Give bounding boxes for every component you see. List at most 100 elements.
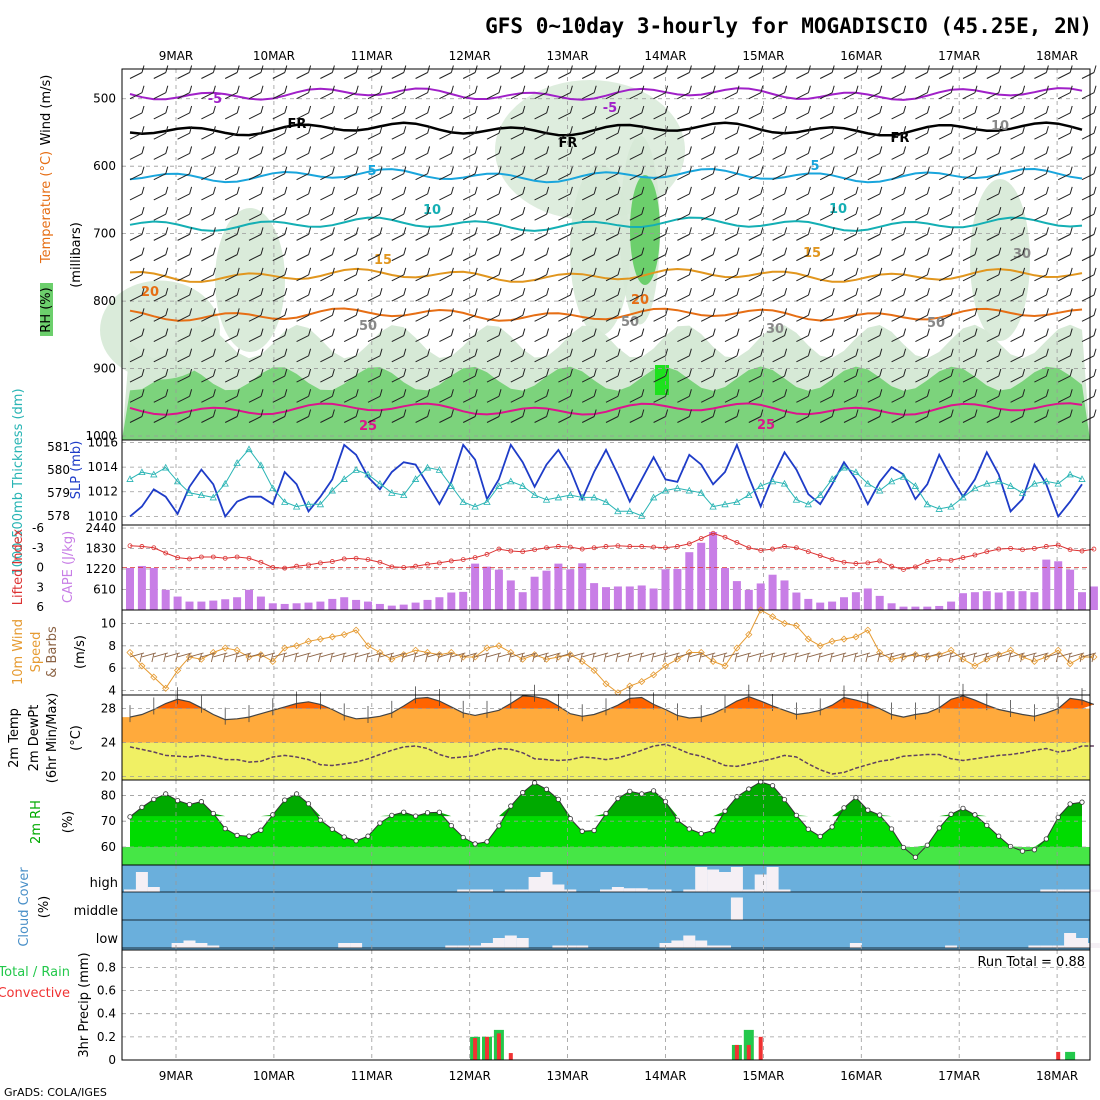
wind-barb-flag <box>1069 85 1073 93</box>
date-label-top: 14MAR <box>644 49 686 63</box>
wind-barb-flag <box>998 328 1002 336</box>
surface-barb-feather <box>270 653 274 663</box>
wind-barb-flag <box>831 348 835 356</box>
wind-barb <box>581 355 595 363</box>
wind-barb-flag <box>688 348 692 356</box>
cloud-bar-low <box>445 945 458 948</box>
wind-barb-flag <box>308 186 312 195</box>
wind-barb-flag <box>403 328 407 336</box>
wind-barb <box>558 173 571 181</box>
wind-barb <box>581 274 595 282</box>
li-point <box>258 559 264 565</box>
rh2-point <box>472 841 478 847</box>
wind-barb <box>296 193 309 201</box>
wind-barb <box>1081 193 1095 201</box>
wind-barb-flag <box>974 85 978 93</box>
wind-barb-flag <box>546 227 550 235</box>
wind-barb-flag <box>1093 166 1097 174</box>
slp-axis-label: SLP (mb) <box>69 441 84 500</box>
li-point <box>436 560 442 566</box>
wind-barb-flag <box>665 287 669 296</box>
wind-barb <box>653 152 666 160</box>
wind-barb <box>1057 416 1071 423</box>
contour-label: 30 <box>766 322 784 337</box>
wind-barb <box>962 213 976 221</box>
thickness-point <box>614 507 622 515</box>
wind-barb <box>201 152 214 160</box>
wind-barb <box>724 173 738 181</box>
wind-barb <box>581 314 595 322</box>
wind-barb <box>772 274 785 282</box>
wind-barb-flag <box>498 409 502 417</box>
wind-barb <box>772 416 785 423</box>
wind-barb <box>700 72 714 79</box>
wind-barb <box>843 72 857 79</box>
wind-barb <box>796 416 809 423</box>
wind-barb <box>320 375 333 383</box>
wind-barb <box>796 294 809 302</box>
date-label-top: 12MAR <box>449 49 491 63</box>
wind-barb-flag <box>331 247 335 255</box>
wind-barb-flag <box>355 126 359 134</box>
wind-barb <box>605 193 619 201</box>
wind-barb <box>462 92 476 100</box>
wind-barb <box>510 335 524 343</box>
cape-tick-label: 1830 <box>85 542 116 556</box>
rh2-point <box>650 788 657 794</box>
wind-barb <box>486 213 500 221</box>
wind-barb-flag <box>474 267 478 275</box>
wind-barb <box>462 213 476 221</box>
surface-barb-feather <box>984 653 988 663</box>
rh2-point <box>127 814 133 820</box>
wind-barb-flag <box>1045 166 1049 174</box>
wind-barb <box>677 314 690 322</box>
wind-speed-point <box>638 678 646 686</box>
wind-barb-flag <box>807 186 811 195</box>
wind-barb <box>819 416 833 423</box>
li-point <box>686 541 692 547</box>
cloud-bar-high <box>1087 889 1100 892</box>
rh2-tick-label: 60 <box>101 840 116 854</box>
wind-barb <box>439 395 452 403</box>
cape-bar <box>685 552 694 610</box>
wind-barb-flag <box>569 287 573 296</box>
wind-barb-flag <box>712 328 716 336</box>
wind-barb-flag <box>926 126 930 134</box>
wind-barb <box>320 416 333 423</box>
wind-barb <box>819 152 833 160</box>
wind-barb <box>772 335 785 343</box>
rh2-base-band <box>122 846 1090 865</box>
contour-label: 15 <box>803 246 821 261</box>
wind-barb <box>843 395 857 403</box>
wind-barb-flag <box>807 166 811 174</box>
wind-barb-flag <box>1045 308 1049 316</box>
wind-speed-point <box>316 635 324 643</box>
wind-barb-flag <box>641 267 645 275</box>
wind-barb <box>534 112 547 120</box>
wind-barb <box>915 314 928 322</box>
wind-barb-flag <box>1093 247 1097 255</box>
cape-bar <box>328 598 337 610</box>
wind-barb-flag <box>427 409 431 417</box>
wind-barb <box>129 294 143 302</box>
wind-barb-flag <box>522 126 526 134</box>
wind-barb-flag <box>974 308 978 316</box>
wind-barb <box>272 274 286 282</box>
wind-speed-point <box>162 684 170 692</box>
wind-barb <box>224 152 238 160</box>
wind-barb <box>772 375 785 383</box>
wind-barb-flag <box>831 308 835 316</box>
surface-barb-feather <box>389 653 393 663</box>
wind-barb-flag <box>1093 126 1097 134</box>
wind-barb <box>558 213 571 221</box>
wind-barb-flag <box>1022 328 1026 336</box>
surface-barb-feather <box>817 653 821 663</box>
wind-barb <box>248 416 262 423</box>
rh2-point <box>567 816 573 822</box>
wind-barb <box>177 112 190 120</box>
thickness-point <box>447 482 455 489</box>
wind-barb <box>843 274 857 282</box>
precip-panel-frame <box>121 949 1091 1061</box>
wind-barb <box>843 213 857 221</box>
thickness-point <box>483 498 491 505</box>
